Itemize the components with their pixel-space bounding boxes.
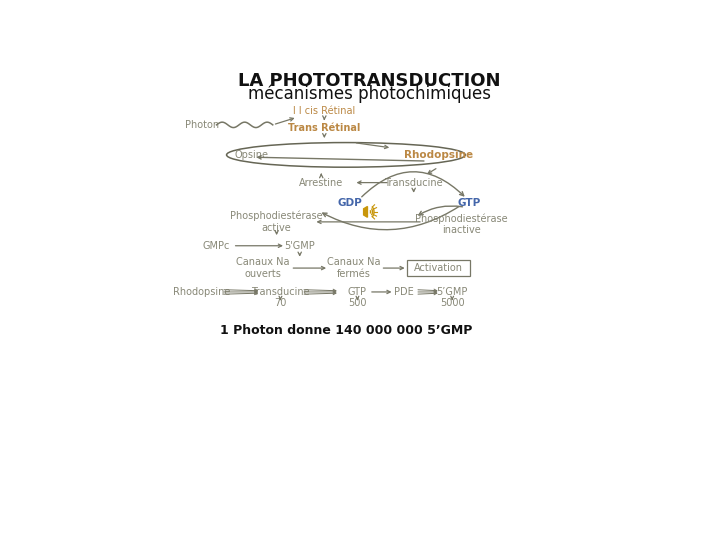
Text: Transducine: Transducine (251, 287, 310, 297)
Text: Trans Rétinal: Trans Rétinal (288, 123, 361, 133)
Text: 5000: 5000 (440, 298, 464, 308)
Text: 5’GMP: 5’GMP (436, 287, 468, 297)
Text: Arrestine: Arrestine (299, 178, 343, 187)
Text: Canaux Na
ouverts: Canaux Na ouverts (236, 257, 289, 279)
Text: 1 Photon donne 140 000 000 5’GMP: 1 Photon donne 140 000 000 5’GMP (220, 324, 472, 337)
Text: GDP: GDP (338, 198, 362, 208)
Text: 500: 500 (348, 298, 366, 308)
Text: GTP: GTP (457, 198, 481, 208)
Text: 5'GMP: 5'GMP (284, 241, 315, 251)
Text: GMPc: GMPc (203, 241, 230, 251)
Text: l l cis Rétinal: l l cis Rétinal (293, 106, 356, 116)
Text: PDE: PDE (394, 287, 413, 297)
FancyBboxPatch shape (407, 260, 470, 276)
Text: GTP: GTP (348, 287, 367, 297)
Text: Rhodopsine: Rhodopsine (404, 150, 473, 160)
Text: Photon: Photon (185, 120, 219, 130)
Text: mécanismes photochimiques: mécanismes photochimiques (248, 84, 490, 103)
Text: Phosphodiestérase
inactive: Phosphodiestérase inactive (415, 213, 508, 235)
Text: Opsine: Opsine (234, 150, 268, 160)
Text: Rhodopsine: Rhodopsine (174, 287, 230, 297)
Text: LA PHOTOTRANSDUCTION: LA PHOTOTRANSDUCTION (238, 72, 500, 90)
Text: Canaux Na
fermés: Canaux Na fermés (327, 257, 380, 279)
Text: Activation: Activation (414, 263, 463, 273)
Text: Transducine: Transducine (384, 178, 443, 187)
Text: Phosphodiestérase
active: Phosphodiestérase active (230, 211, 323, 233)
Polygon shape (364, 206, 367, 217)
Text: 70: 70 (274, 298, 287, 308)
